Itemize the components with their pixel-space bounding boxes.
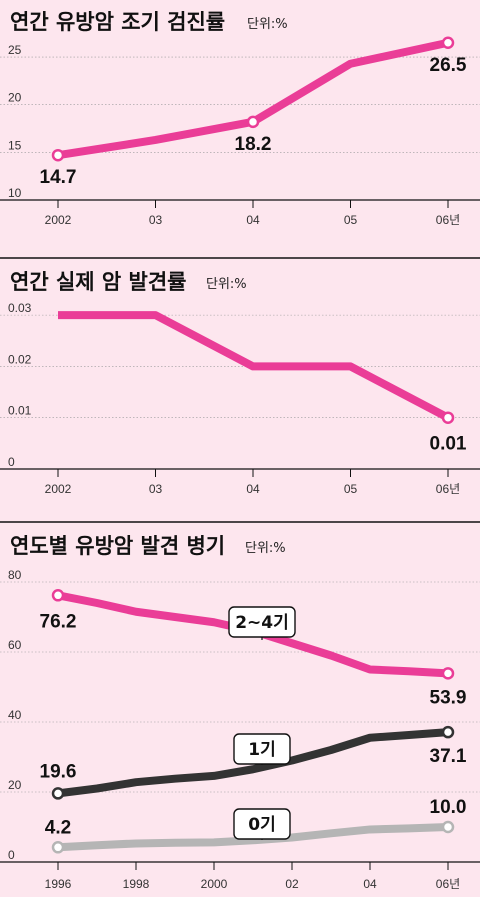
series-line	[57, 823, 449, 852]
y-tick-label: 0.01	[8, 404, 32, 418]
x-tick-label: 2002	[45, 482, 72, 496]
data-label: 53.9	[430, 687, 467, 708]
unit-label: 단위:%	[245, 541, 286, 556]
y-tick-label: 80	[8, 568, 22, 582]
data-label: 18.2	[235, 134, 272, 155]
legend-label: 1기	[248, 740, 275, 760]
y-tick-label: 40	[8, 708, 22, 722]
data-point	[246, 115, 260, 129]
y-tick-label: 60	[8, 638, 22, 652]
y-tick-label: 20	[8, 778, 22, 792]
chart-title: 연간 유방암 조기 검진률	[10, 10, 225, 34]
x-tick-label: 02	[285, 877, 299, 891]
data-point	[51, 787, 65, 800]
legend-box	[233, 808, 291, 840]
x-tick-label: 03	[149, 213, 163, 227]
x-tick-label: 1998	[123, 877, 150, 891]
data-point	[441, 667, 455, 680]
y-tick-label: 20	[8, 91, 22, 105]
x-tick-label: 2002	[45, 213, 72, 227]
series-line	[57, 728, 449, 798]
y-tick-label: 10	[8, 186, 22, 200]
data-point	[51, 148, 65, 162]
screening-rate-panel: 연간 유방암 조기 검진률 단위:% 10 15 20 25 2002 03 04 05 06년…	[0, 10, 480, 227]
unit-label: 단위:%	[206, 277, 247, 292]
data-label: 14.7	[40, 167, 77, 188]
legend-box	[233, 733, 291, 765]
data-label: 19.6	[40, 761, 77, 782]
data-label: 37.1	[430, 746, 467, 767]
data-label: 4.2	[45, 817, 71, 838]
legend-label: 2~4기	[235, 613, 289, 633]
y-tick-label: 15	[8, 138, 22, 152]
x-tick-label: 1996	[45, 877, 72, 891]
x-tick-label: 06년	[436, 877, 460, 891]
y-tick-label: 0.03	[8, 301, 32, 315]
x-tick-label: 06년	[436, 213, 460, 227]
data-point	[441, 725, 455, 739]
x-tick-label: 05	[344, 482, 358, 496]
x-tick-label: 04	[246, 213, 260, 227]
detection-rate-panel: 연간 실제 암 발견률 단위:% 0 0.01 0.02 0.03 2002 03 04 05…	[0, 270, 480, 496]
chart-title: 연도별 유방암 발견 병기	[10, 534, 225, 558]
data-label: 26.5	[430, 55, 467, 76]
unit-label: 단위:%	[247, 17, 288, 32]
y-tick-label: 25	[8, 43, 22, 57]
data-point	[51, 841, 65, 854]
data-label: 10.0	[430, 797, 467, 818]
legend-box	[228, 606, 296, 638]
legend-label: 0기	[248, 815, 275, 835]
y-tick-label: 0	[8, 455, 15, 469]
data-point	[441, 411, 455, 424]
y-tick-label: 0.02	[8, 352, 32, 366]
x-tick-label: 05	[344, 213, 358, 227]
data-point	[441, 36, 455, 50]
data-label: 0.01	[430, 434, 467, 455]
x-tick-label: 03	[149, 482, 163, 496]
y-tick-label: 0	[8, 848, 15, 862]
series-line	[58, 311, 450, 422]
x-tick-label: 06년	[436, 482, 460, 496]
data-label: 76.2	[40, 611, 77, 632]
data-point	[441, 820, 455, 834]
chart-title: 연간 실제 암 발견률	[10, 270, 187, 294]
x-tick-label: 04	[363, 877, 377, 891]
data-point	[51, 589, 65, 602]
x-tick-label: 04	[246, 482, 260, 496]
x-tick-label: 2000	[201, 877, 228, 891]
